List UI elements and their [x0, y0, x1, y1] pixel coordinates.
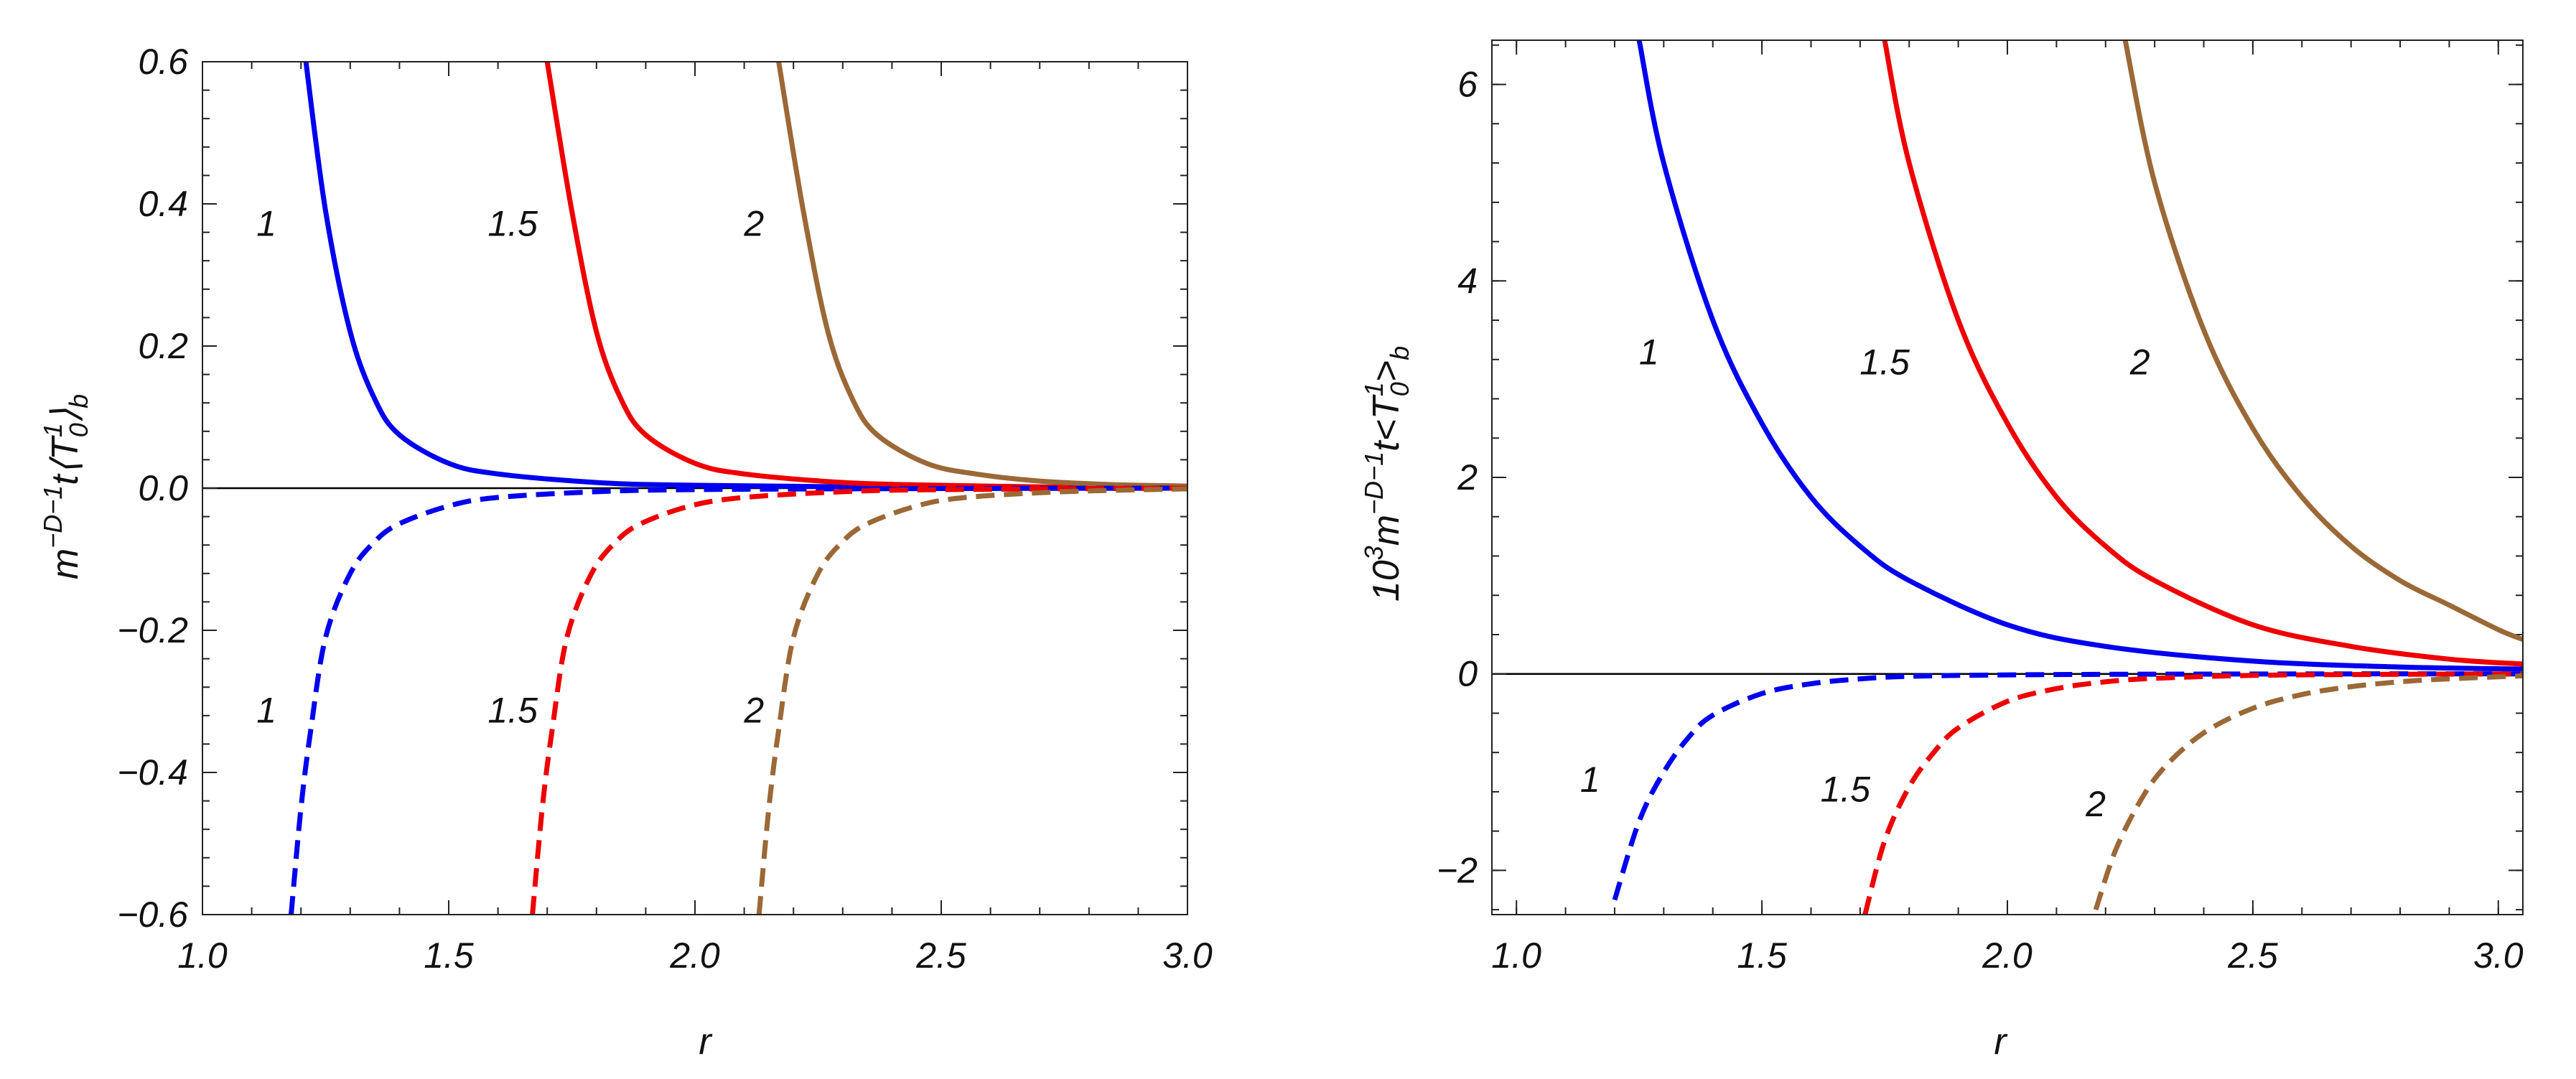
right-ylabel-t: t — [1366, 439, 1407, 452]
right-curve-label: 1.5 — [1859, 342, 1910, 382]
right-chart-plot: 1.0 1.5 2.0 2.5 3.0 −2 0 2 4 6 1 1.5 2 1 1.5 2 — [1437, 39, 2524, 976]
right-series-solid-2 — [2122, 40, 2523, 643]
left-chart-panel: 1.0 1.5 2.0 2.5 3.0 −0.6 −0.4 −0.2 0.0 0.2 0.4 0.6 1… — [38, 42, 1213, 1062]
right-curve-label: 2 — [2085, 784, 2106, 824]
left-curve-label: 2 — [743, 204, 764, 244]
left-x-tick-label: 1.0 — [177, 935, 228, 976]
left-chart-ylabel: m−D−1t⟨T01⟩b — [38, 394, 93, 579]
right-ylabel-sup: 1 — [1359, 382, 1389, 396]
left-curve-label: 1.5 — [487, 691, 538, 731]
left-chart-xlabel: r — [699, 1021, 713, 1062]
left-series-dashed-1-5 — [530, 485, 1187, 915]
right-ylabel-b: b — [1385, 346, 1414, 360]
left-chart-plot: 1.0 1.5 2.0 2.5 3.0 −0.6 −0.4 −0.2 0.0 0.2 0.4 0.6 1… — [117, 42, 1213, 976]
left-y-tick-label: −0.4 — [117, 752, 188, 793]
left-x-tick-label: 2.5 — [915, 935, 966, 976]
right-curve-label: 1 — [1639, 332, 1659, 373]
left-series-solid-1 — [303, 62, 1187, 490]
left-series-solid-2 — [776, 62, 1187, 489]
right-series-solid-1-5 — [1882, 40, 2523, 667]
left-ylabel-m: m — [45, 548, 86, 579]
right-x-tick-label: 2.5 — [2227, 935, 2278, 976]
left-curve-label: 1.5 — [487, 204, 538, 244]
left-series-group — [289, 62, 1187, 915]
left-x-tick-label: 3.0 — [1162, 935, 1213, 976]
left-ylabel-T: T — [45, 435, 86, 460]
right-y-tick-label: 6 — [1457, 65, 1478, 105]
right-ylabel-lead: 10 — [1366, 560, 1407, 602]
right-series-dashed-2 — [2093, 673, 2523, 911]
left-ylabel-b: b — [64, 394, 93, 408]
right-chart-xlabel: r — [1994, 1021, 2008, 1062]
left-y-tick-label: 0.6 — [138, 42, 188, 82]
right-x-tick-label: 1.5 — [1737, 935, 1787, 976]
right-ylabel-exp: −D−1 — [1359, 452, 1389, 515]
left-y-tick-label: −0.2 — [117, 610, 188, 650]
right-x-tick-label: 1.0 — [1491, 935, 1541, 976]
right-y-tick-label: 0 — [1457, 654, 1478, 694]
left-curve-label: 1 — [256, 691, 276, 731]
left-curve-label: 1 — [256, 204, 276, 244]
right-y-tick-label: 2 — [1457, 457, 1478, 498]
left-series-dashed-1 — [289, 485, 1187, 915]
left-ylabel-sub: 0 — [64, 423, 93, 437]
right-series-dashed-1-5 — [1862, 671, 2523, 915]
right-series-group — [1612, 40, 2523, 915]
right-curve-label: 1 — [1580, 760, 1600, 800]
right-ylabel-lead-sup: 3 — [1359, 546, 1389, 560]
right-ylabel-m: m — [1366, 515, 1407, 546]
right-curve-label: 2 — [2129, 342, 2150, 382]
left-ylabel-close: ⟩ — [45, 408, 86, 423]
right-series-dashed-1 — [1612, 671, 2523, 901]
left-ylabel-exp: −D−1 — [38, 485, 67, 548]
left-y-tick-label: 0.2 — [138, 326, 188, 366]
left-ylabel-sup: 1 — [38, 423, 67, 437]
right-ylabel-T: T — [1366, 394, 1407, 419]
left-y-tick-label: −0.6 — [117, 895, 188, 935]
left-series-solid-1-5 — [544, 62, 1187, 490]
left-x-tick-label: 2.0 — [669, 935, 720, 976]
right-series-solid-1 — [1636, 40, 2523, 672]
right-ylabel-close: > — [1366, 360, 1407, 382]
left-x-tick-label: 1.5 — [424, 935, 474, 976]
right-ylabel-open: < — [1366, 419, 1407, 441]
right-y-tick-label: 4 — [1457, 261, 1478, 301]
right-chart-ylabel: 103m−D−1t<T01>b — [1359, 346, 1414, 602]
left-y-tick-label: 0.4 — [138, 184, 188, 224]
right-x-tick-label: 3.0 — [2473, 935, 2524, 976]
left-plot-frame — [202, 61, 1188, 915]
left-ylabel-t: t — [45, 473, 86, 485]
left-y-tick-label: 0.0 — [138, 468, 188, 508]
right-plot-frame — [1491, 39, 2524, 915]
right-ylabel-sub: 0 — [1385, 382, 1414, 396]
right-x-tick-label: 2.0 — [1982, 935, 2033, 976]
left-curve-label: 2 — [743, 691, 764, 731]
right-y-tick-label: −2 — [1437, 850, 1478, 890]
left-series-dashed-2 — [756, 486, 1187, 915]
right-curve-label: 1.5 — [1821, 770, 1871, 810]
